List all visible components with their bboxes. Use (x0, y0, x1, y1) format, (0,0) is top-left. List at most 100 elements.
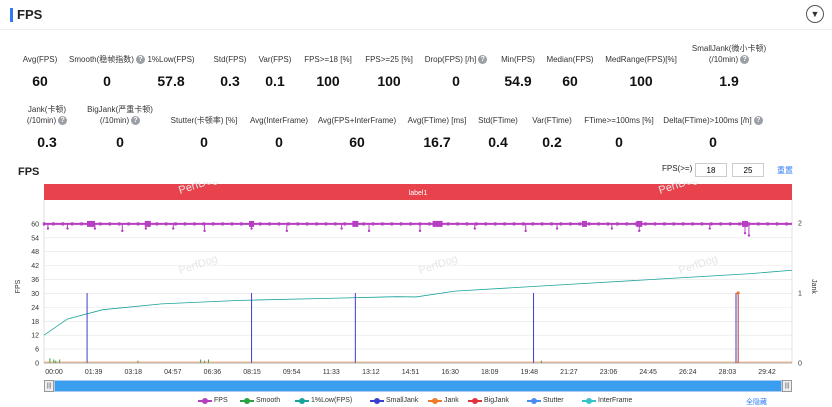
legend-swatch-icon (295, 397, 309, 404)
fps-point (484, 222, 487, 226)
watermark: PerfDog (677, 253, 719, 277)
fps-point (399, 222, 403, 226)
x-tick-label: 04:57 (164, 369, 182, 376)
fps-point (550, 222, 553, 226)
stat-label: Avg(FPS+InterFrame) (317, 116, 397, 125)
x-tick-label: 01:39 (85, 369, 103, 376)
stat-label: Avg(FTime) [ms] (407, 116, 467, 125)
stat-label: Std(FPS) (213, 55, 247, 64)
fps-dip-point (367, 229, 371, 233)
help-icon[interactable]: ? (478, 55, 488, 65)
fps-filter-high-input[interactable] (732, 163, 764, 177)
stat-label: FPS>=18 [%] (304, 55, 352, 64)
stat-value: 100 (629, 73, 653, 89)
fps-point (221, 222, 224, 226)
fps-cluster (249, 220, 255, 227)
help-icon[interactable]: ? (135, 55, 145, 65)
legend-label: InterFrame (598, 397, 633, 404)
stat-drop-fps-h: Drop(FPS) [/h]? 0 (406, 54, 506, 89)
stat-value: 0 (116, 134, 124, 150)
legend-label: SmallJank (386, 397, 419, 404)
y-tick-label: 42 (31, 263, 39, 270)
reset-button[interactable]: 重置 (777, 166, 793, 175)
fps-point (738, 222, 741, 226)
hide-all-button[interactable]: 全隐藏 (746, 399, 767, 406)
fps-point (691, 222, 694, 226)
legend-swatch-icon (198, 397, 212, 404)
help-icon[interactable]: ? (740, 55, 750, 65)
legend-swatch-icon (240, 397, 254, 404)
legend-item[interactable]: Smooth (240, 397, 280, 404)
range-slider-selection[interactable] (55, 381, 781, 391)
y-tick-label: 48 (31, 249, 39, 256)
legend-item[interactable]: Jank (428, 397, 459, 404)
stat-stutter: Stutter(卡顿率) [%] 0 (154, 115, 254, 150)
fps-point (512, 222, 516, 226)
fps-point (136, 222, 140, 226)
stat-fps-25: FPS>=25 [%] 100 (339, 54, 439, 89)
watermark: PerfDog (417, 253, 459, 277)
fps-point (183, 222, 187, 226)
legend-item[interactable]: FPS (198, 397, 228, 404)
help-icon[interactable]: ? (131, 116, 141, 126)
fps-point (371, 222, 375, 226)
stat-value: 0.1 (265, 73, 285, 89)
y-tick-label: 18 (31, 319, 39, 326)
help-icon[interactable]: ? (58, 116, 68, 126)
stat-value: 100 (316, 73, 340, 89)
fps-point (324, 222, 328, 226)
legend-item[interactable]: Stutter (527, 397, 564, 404)
fps-filter-label: FPS(>=) (662, 164, 693, 173)
stat-var-ftime: Var(FTime) 0.2 (502, 115, 602, 150)
fps-point (315, 222, 318, 226)
fps-point (42, 222, 46, 226)
legend-item[interactable]: 1%Low(FPS) (295, 397, 352, 404)
x-tick-label: 14:51 (402, 369, 420, 376)
fps-point (268, 222, 271, 226)
stat-label: Jank(卡顿) (27, 105, 67, 114)
stat-avg-fps: Avg(FPS) 60 (0, 54, 90, 89)
fps-cluster (352, 220, 359, 227)
stat-value: 0.4 (488, 134, 508, 150)
help-icon[interactable]: ? (753, 116, 763, 126)
legend-swatch-icon (527, 397, 541, 404)
stat-label: SmallJank(微小卡顿) (691, 44, 767, 53)
fps-point (634, 222, 638, 226)
legend-swatch-icon (370, 397, 384, 404)
fps-point (757, 222, 760, 226)
stat-jank: Jank(卡顿) (/10min)? 0.3 (0, 104, 97, 150)
stat-value: 100 (377, 73, 401, 89)
fps-point (587, 222, 591, 226)
fps-point (428, 222, 431, 226)
fps-point (606, 222, 610, 226)
fps-point (418, 222, 422, 226)
low-fps-line (43, 269, 793, 336)
stat-min-fps: Min(FPS) 54.9 (468, 54, 568, 89)
legend-item[interactable]: InterFrame (582, 397, 632, 404)
legend-item[interactable]: SmallJank (370, 397, 418, 404)
chevron-down-icon[interactable]: ▼ (806, 5, 824, 23)
stat-label: Median(FPS) (546, 55, 594, 64)
range-slider-left-handle[interactable]: ||| (44, 380, 54, 392)
stat-value: 57.8 (157, 73, 185, 89)
stat-smooth: Smooth(稳帧指数)? 0 (57, 54, 157, 89)
stat-value: 0 (103, 73, 111, 89)
fps-filter-low-input[interactable] (695, 163, 727, 177)
jank-point (736, 291, 740, 295)
stat-avg-ftime-ms: Avg(FTime) [ms] 16.7 (387, 115, 487, 150)
stat-value: 0.3 (37, 134, 57, 150)
fps-point (211, 222, 215, 226)
stat-1-low-fps: 1%Low(FPS) 57.8 (121, 54, 221, 89)
fps-point (775, 222, 779, 226)
stat-label: Var(FPS) (258, 55, 292, 64)
fps-cluster (144, 220, 151, 227)
range-slider-right-handle[interactable]: ||| (782, 380, 792, 392)
fps-dip-point (708, 227, 711, 230)
legend-item[interactable]: BigJank (468, 397, 509, 404)
fps-cluster (432, 220, 443, 227)
legend-label: 1%Low(FPS) (311, 397, 353, 404)
fps-point (503, 222, 506, 226)
x-tick-label: 24:45 (639, 369, 657, 376)
fps-point (390, 222, 393, 226)
stat-label-unit: (/10min) (99, 116, 130, 125)
